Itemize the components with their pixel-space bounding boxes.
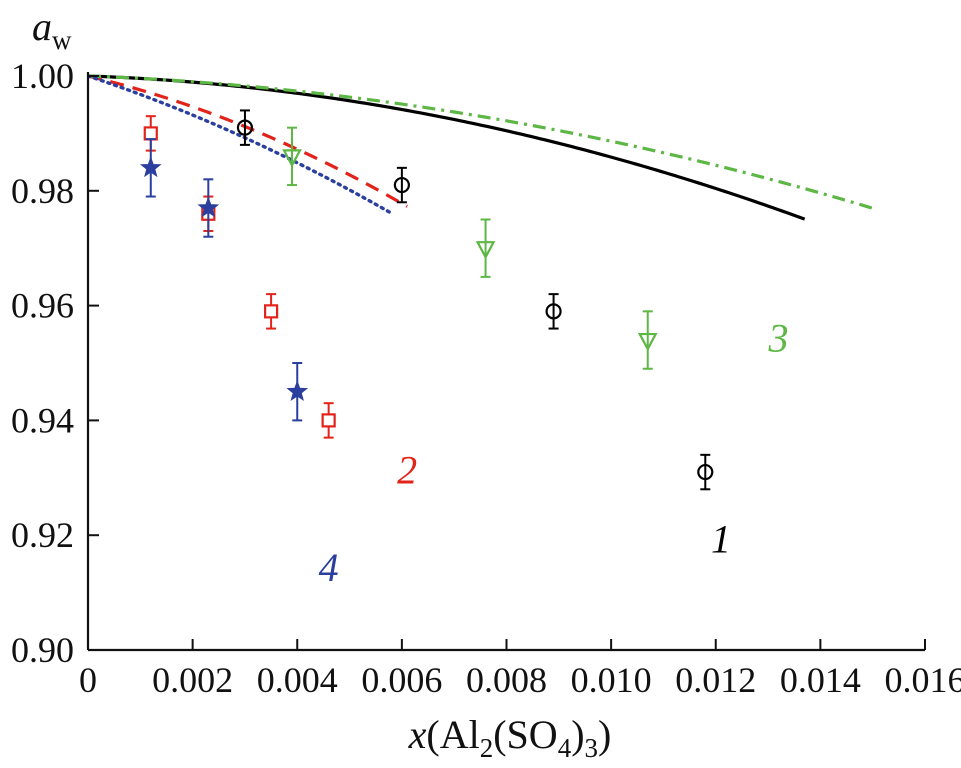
axis-title-part: x [408,712,427,757]
y-tick-label: 0.92 [11,515,74,555]
square-marker [143,126,158,141]
data-point-series-3 [475,218,496,278]
y-tick-label: 0.90 [11,630,74,670]
y-tick-label: 0.98 [11,171,74,211]
curve-label-3: 3 [768,316,789,361]
x-tick-label: 0.002 [152,660,233,700]
circle-marker [393,176,410,194]
axis-title-part: a [32,4,52,49]
curve-series-2 [88,74,408,208]
square-marker [263,304,279,319]
triangle-marker [282,149,302,168]
y-tick-label: 1.00 [11,56,74,96]
circle-marker [545,303,562,320]
data-point-series-1 [236,109,254,146]
triangle-marker [637,332,658,352]
star-marker [139,156,162,178]
y-tick-label: 0.94 [11,400,74,440]
curve-label-2: 2 [397,448,417,493]
x-tick-label: 0.014 [780,660,861,700]
x-tick-label: 0 [79,660,97,700]
data-point-series-4 [197,178,220,238]
curve-label-4: 4 [319,545,339,590]
triangle-marker [475,241,496,260]
y-axis-title: aw [32,4,72,55]
data-point-series-4 [286,362,309,422]
x-tick-label: 0.006 [361,660,442,700]
x-tick-label: 0.008 [466,660,547,700]
data-points [139,109,714,491]
data-point-series-1 [545,293,562,330]
curves [88,74,874,221]
x-tick-label: 0.010 [571,660,652,700]
axis-title-part: 3 [585,733,599,763]
axis-title-part: (Al [426,712,479,757]
data-point-series-1 [393,166,410,204]
axis-title-part: (SO [493,712,557,757]
x-tick-label: 0.004 [257,660,338,700]
axis-title-part: 4 [558,733,572,763]
circle-marker [236,119,254,136]
axis-title-part: ) [598,712,611,757]
curve-series-4 [88,74,394,215]
data-point-series-3 [282,126,302,187]
x-tick-label: 0.012 [675,660,756,700]
curve-labels: 1 2 3 4 [319,316,789,591]
y-tick-label: 0.96 [11,286,74,326]
curve-series-1 [88,74,806,221]
data-point-series-4 [139,138,162,198]
circle-marker [697,463,714,481]
data-point-series-2 [263,293,279,330]
tick-labels: 0 0.002 0.004 0.006 0.008 0.010 0.012 0.014 0.01… [11,56,961,700]
axes [86,72,926,652]
square-marker [321,413,336,428]
curve-label-1: 1 [711,516,731,561]
axis-title-part: 2 [480,733,494,763]
star-marker [197,196,220,218]
axis-title-part: w [52,25,72,55]
data-point-series-3 [637,310,658,370]
axis-title-part: ) [571,712,584,757]
star-marker [286,380,309,401]
data-point-series-2 [321,402,336,439]
curve-series-3 [88,74,874,210]
x-tick-label: 0.016 [885,660,961,700]
x-axis-title: x(Al2(SO4)3) [408,712,612,763]
data-point-series-1 [697,453,714,491]
